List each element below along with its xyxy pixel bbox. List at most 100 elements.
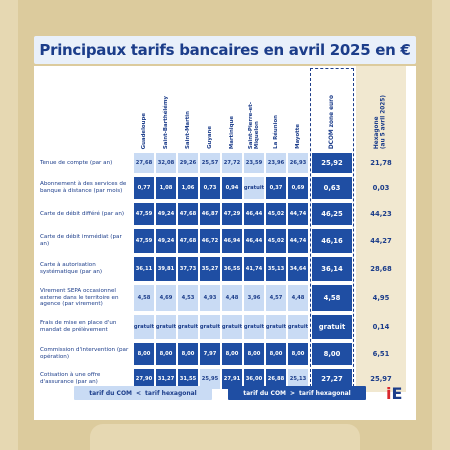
tariff-cell: 0,69 [288, 177, 308, 199]
tariff-cell: 32,08 [156, 153, 176, 173]
background-shape-bottom [90, 424, 360, 450]
row-label: Carte de débit différé (par an) [40, 210, 125, 217]
tariff-cell: 36,55 [222, 257, 242, 281]
column-header: Guyane [200, 71, 220, 149]
tariff-cell: 23,59 [244, 153, 264, 173]
tariff-cell: 35,13 [266, 257, 286, 281]
hexagone-cell: 0,03 [356, 177, 406, 199]
tariff-cell: 39,81 [156, 257, 176, 281]
tariff-cell: 46,72 [200, 229, 220, 253]
tariff-cell: 4,69 [156, 285, 176, 311]
tariff-cell: 47,29 [222, 203, 242, 225]
tariff-cell: 29,26 [178, 153, 198, 173]
hexagone-cell: 0,14 [356, 315, 406, 339]
tariff-cell: 47,68 [178, 203, 198, 225]
tariff-cell: 0,73 [200, 177, 220, 199]
column-header: Saint-Barthélémy [156, 71, 176, 149]
tariff-cell: 8,00 [266, 343, 286, 365]
tariff-cell: 46,87 [200, 203, 220, 225]
legend-light-left: tarif du COM [89, 389, 133, 397]
tariff-cell: 1,08 [156, 177, 176, 199]
row-label: Tenue de compte (par an) [40, 159, 113, 166]
tariff-cell: gratuit [200, 315, 220, 339]
column-header: Hexagone (au 5 avril 2025) [356, 71, 406, 149]
row-label: Carte à autorisation systématique (par a… [40, 262, 103, 275]
dcom-cell: gratuit [312, 315, 352, 339]
legend-dark-right: tarif hexagonal [299, 389, 351, 397]
dcom-cell: 46,25 [312, 203, 352, 225]
logo-letter-i: i [386, 384, 392, 403]
legend-lower-than-hexagone: tarif du COM < tarif hexagonal [74, 386, 212, 400]
tariff-cell: 25,13 [288, 369, 308, 389]
tariff-cell: gratuit [244, 315, 264, 339]
tariff-cell: 3,96 [244, 285, 264, 311]
tariff-cell: 49,24 [156, 229, 176, 253]
tariff-cell: 25,57 [200, 153, 220, 173]
column-header: La Réunion [266, 71, 286, 149]
tariff-cell: 1,06 [178, 177, 198, 199]
column-header-label: Mayotte [294, 124, 301, 149]
tariff-cell: 4,58 [134, 285, 154, 311]
tariff-cell: 27,91 [222, 369, 242, 389]
tariff-cell: 47,59 [134, 229, 154, 253]
tariff-cell: 26,93 [288, 153, 308, 173]
tariff-cell: 34,64 [288, 257, 308, 281]
dcom-cell: 46,16 [312, 229, 352, 253]
background-shape-left [0, 0, 18, 450]
tariff-cell: 26,88 [266, 369, 286, 389]
tariff-cell: 8,00 [178, 343, 198, 365]
column-header: Mayotte [288, 71, 308, 149]
column-header: Martinique [222, 71, 242, 149]
tariff-cell: gratuit [266, 315, 286, 339]
tariff-cell: 8,00 [244, 343, 264, 365]
tariff-cell: 45,02 [266, 229, 286, 253]
legend-light-symbol: < [136, 389, 142, 397]
tariff-cell: 47,59 [134, 203, 154, 225]
tariff-cell: 45,02 [266, 203, 286, 225]
tariff-cell: gratuit [244, 177, 264, 199]
tariff-cell: 4,57 [266, 285, 286, 311]
logo-letter-e: E [391, 384, 403, 403]
dcom-cell: 4,58 [312, 285, 352, 311]
hexagone-cell: 21,78 [356, 153, 406, 173]
hexagone-cell: 25,97 [356, 369, 406, 389]
tariff-cell: gratuit [178, 315, 198, 339]
column-header-label: DCOM zone euro [328, 94, 335, 149]
tariff-cell: 8,00 [134, 343, 154, 365]
legend-dark-left: tarif du COM [243, 389, 287, 397]
title-banner: Principaux tarifs bancaires en avril 202… [34, 36, 416, 64]
tariff-cell: 46,94 [222, 229, 242, 253]
tariff-cell: 46,44 [244, 229, 264, 253]
row-label: Frais de mise en place d'un mandat de pr… [40, 320, 117, 333]
hexagone-cell: 28,68 [356, 257, 406, 281]
legend-dark-symbol: > [290, 389, 296, 397]
tariff-cell: 41,74 [244, 257, 264, 281]
tariff-cell: 47,68 [178, 229, 198, 253]
tariff-cell: gratuit [222, 315, 242, 339]
tariff-cell: 49,24 [156, 203, 176, 225]
tariff-cell: 8,00 [222, 343, 242, 365]
row-label: Cotisation à une offre d'assurance (par … [40, 372, 101, 385]
hexagone-cell: 44,27 [356, 229, 406, 253]
tariff-cell: 4,48 [288, 285, 308, 311]
tariff-cell: 4,48 [222, 285, 242, 311]
tariff-table-card: Guadeloupe Saint-Barthélémy Saint-Martin Gu… [34, 66, 416, 420]
tariff-cell: 0,77 [134, 177, 154, 199]
hexagone-cell: 6,51 [356, 343, 406, 365]
tariff-cell: gratuit [156, 315, 176, 339]
hexagone-cell: 44,23 [356, 203, 406, 225]
page-title: Principaux tarifs bancaires en avril 202… [39, 41, 411, 59]
column-header-label: Martinique [228, 115, 235, 149]
row-label: Abonnement à des services de banque à di… [40, 181, 127, 194]
tariff-cell: gratuit [288, 315, 308, 339]
tariff-cell: gratuit [134, 315, 154, 339]
column-header: Saint-Pierre-et- Miquelon [244, 71, 264, 149]
tariff-cell: 27,72 [222, 153, 242, 173]
tariff-cell: 23,96 [266, 153, 286, 173]
tariff-cell: 37,73 [178, 257, 198, 281]
tariff-cell: 44,74 [288, 229, 308, 253]
background-shape-right [432, 0, 450, 450]
tariff-cell: 31,27 [156, 369, 176, 389]
column-header-label: Guyane [206, 126, 213, 149]
tariff-cell: 25,95 [200, 369, 220, 389]
